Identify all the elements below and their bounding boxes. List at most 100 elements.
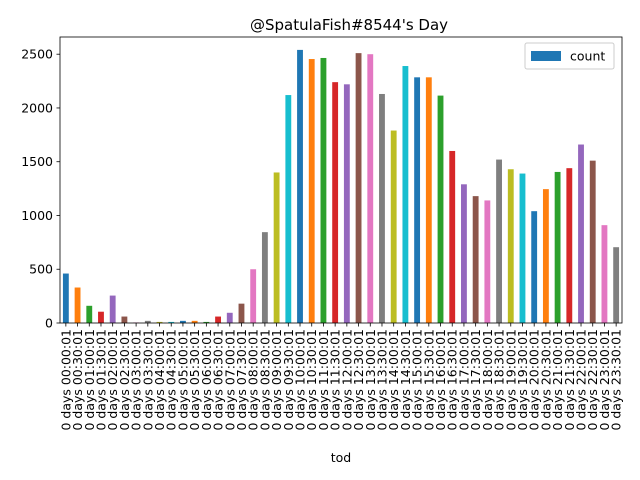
x-tick-label-18: 0 days 09:00:01	[269, 329, 284, 431]
bar-13	[215, 316, 221, 323]
y-ticks-group: 0 500 1000 1500 2000 2500	[21, 47, 60, 331]
bar-27	[379, 93, 385, 323]
chart-title: @SpatulaFish#8544's Day	[250, 16, 448, 34]
plot-frame	[59, 36, 623, 324]
x-tick-label-4: 0 days 02:00:01	[105, 329, 120, 431]
x-tick-label-41: 0 days 20:30:01	[538, 329, 553, 431]
x-tick-label-34: 0 days 17:00:01	[456, 329, 471, 431]
bar-39	[519, 173, 526, 323]
bar-10	[180, 320, 186, 323]
x-tick-label-40: 0 days 20:00:01	[527, 329, 542, 431]
bar-47	[613, 247, 620, 323]
x-tick-label-25: 0 days 12:30:01	[351, 329, 366, 431]
bar-2	[86, 305, 93, 323]
x-tick-label-23: 0 days 11:30:01	[328, 329, 343, 431]
legend-frame	[524, 42, 615, 70]
bar-42	[554, 171, 561, 323]
axes-group	[59, 36, 623, 324]
y-tick-label-1: 500	[29, 262, 53, 277]
bar-37	[496, 159, 502, 323]
x-ticks-group: 0 days 00:00:010 days 00:30:010 days 01:…	[58, 323, 624, 431]
bar-33	[449, 150, 456, 323]
x-tick-label-3: 0 days 01:30:01	[93, 329, 108, 431]
x-tick-label-5: 0 days 02:30:01	[117, 329, 132, 431]
bar-41	[542, 189, 549, 323]
x-tick-label-47: 0 days 23:30:01	[609, 329, 624, 431]
y-tick-label-0: 0	[45, 316, 53, 331]
x-tick-label-26: 0 days 13:00:01	[363, 329, 378, 431]
x-tick-label-31: 0 days 15:30:01	[421, 329, 436, 431]
legend-label-count: count	[570, 49, 605, 64]
x-tick-label-43: 0 days 21:30:01	[562, 329, 577, 431]
x-tick-label-2: 0 days 01:00:01	[82, 329, 97, 431]
x-tick-label-13: 0 days 06:30:01	[211, 329, 226, 431]
bar-1	[74, 287, 81, 323]
bar-4	[109, 295, 116, 323]
x-tick-label-12: 0 days 06:00:01	[199, 329, 214, 431]
x-tick-label-38: 0 days 19:00:01	[503, 329, 518, 431]
bar-16	[250, 269, 257, 323]
x-tick-label-32: 0 days 16:00:01	[433, 329, 448, 431]
bar-46	[601, 225, 608, 323]
y-tick-label-2: 1000	[21, 208, 53, 223]
x-tick-label-35: 0 days 17:30:01	[468, 329, 483, 431]
x-tick-label-42: 0 days 21:00:01	[550, 329, 565, 431]
x-tick-label-15: 0 days 07:30:01	[234, 329, 249, 431]
x-tick-label-37: 0 days 18:30:01	[492, 329, 507, 431]
bar-44	[578, 144, 584, 323]
x-tick-label-22: 0 days 11:00:01	[316, 329, 331, 431]
bar-31	[425, 77, 432, 323]
bar-8	[156, 321, 163, 323]
x-tick-label-17: 0 days 08:30:01	[257, 329, 272, 431]
bar-5	[121, 316, 128, 323]
x-axis-label: tod	[331, 450, 351, 465]
bar-32	[437, 95, 444, 323]
bar-18	[273, 172, 280, 323]
x-tick-label-0: 0 days 00:00:01	[58, 329, 73, 431]
x-tick-label-29: 0 days 14:30:01	[398, 329, 413, 431]
legend-swatch-count	[531, 51, 561, 61]
x-tick-label-44: 0 days 22:00:01	[574, 329, 589, 431]
x-tick-label-9: 0 days 04:30:01	[164, 329, 179, 431]
bar-25	[355, 53, 362, 323]
bar-7	[144, 320, 151, 323]
x-tick-label-7: 0 days 03:30:01	[140, 329, 155, 431]
x-tick-label-10: 0 days 05:00:01	[175, 329, 190, 431]
x-tick-label-16: 0 days 08:00:01	[246, 329, 261, 431]
bar-45	[589, 160, 596, 323]
x-tick-label-20: 0 days 10:00:01	[293, 329, 308, 431]
y-tick-label-5: 2500	[21, 47, 53, 62]
x-tick-label-6: 0 days 03:00:01	[129, 329, 144, 431]
x-tick-label-11: 0 days 05:30:01	[187, 329, 202, 431]
bar-20	[297, 49, 303, 324]
y-tick-label-3: 1500	[21, 154, 53, 169]
x-tick-label-36: 0 days 18:00:01	[480, 329, 495, 431]
bar-19	[285, 95, 292, 323]
x-tick-label-27: 0 days 13:30:01	[374, 329, 389, 431]
x-tick-label-30: 0 days 15:00:01	[410, 329, 425, 431]
bar-23	[332, 82, 339, 323]
bar-26	[367, 54, 374, 323]
bar-17	[261, 232, 268, 323]
bars-group	[62, 49, 620, 324]
x-tick-label-8: 0 days 04:00:01	[152, 329, 167, 431]
bar-22	[320, 57, 327, 323]
bar-3	[98, 311, 104, 323]
x-tick-label-46: 0 days 23:00:01	[597, 329, 612, 431]
x-tick-label-14: 0 days 07:00:01	[222, 329, 237, 431]
bar-11	[191, 320, 198, 323]
bar-38	[507, 169, 514, 323]
bar-21	[308, 59, 315, 323]
bar-29	[402, 66, 409, 323]
bar-36	[484, 200, 491, 323]
bar-12	[203, 321, 210, 323]
x-tick-label-39: 0 days 19:30:01	[515, 329, 530, 431]
bar-43	[566, 168, 573, 323]
x-tick-label-28: 0 days 14:00:01	[386, 329, 401, 431]
x-tick-label-33: 0 days 16:30:01	[445, 329, 460, 431]
x-tick-label-24: 0 days 12:00:01	[339, 329, 354, 431]
x-tick-label-45: 0 days 22:30:01	[585, 329, 600, 431]
bar-0	[62, 273, 69, 323]
